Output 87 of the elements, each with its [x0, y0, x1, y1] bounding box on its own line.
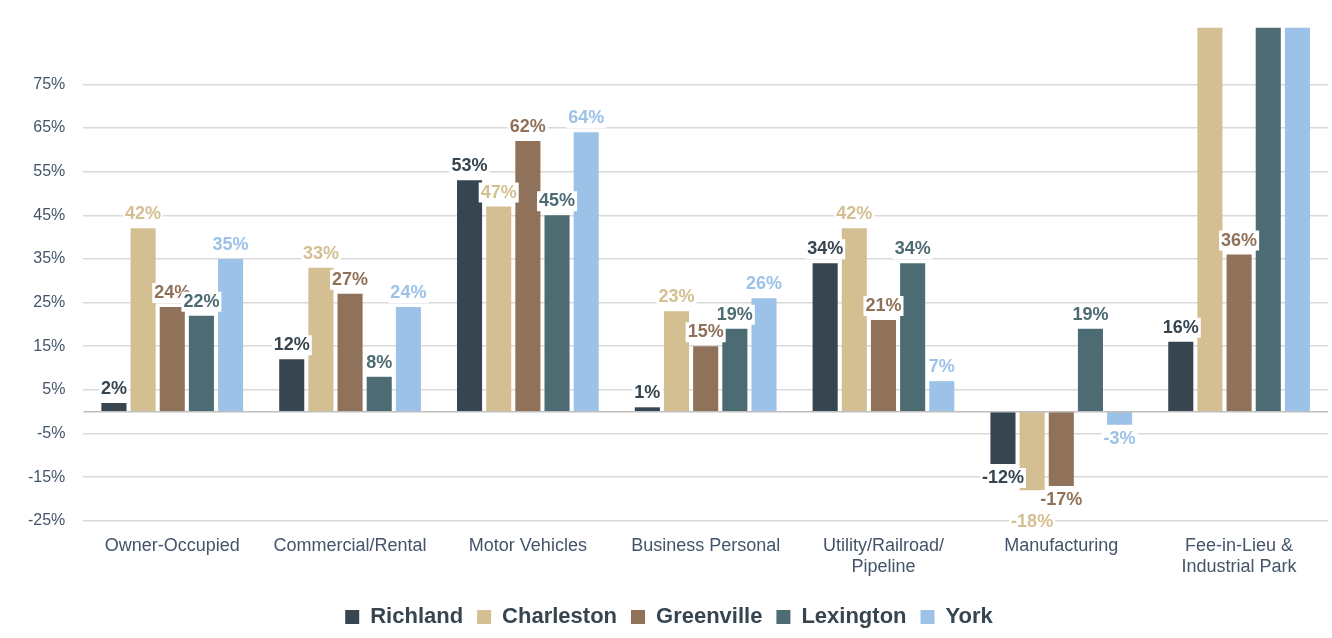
x-tick-label: Fee-in-Lieu & Industrial Park	[1181, 534, 1298, 577]
bar	[130, 228, 156, 412]
bar	[663, 311, 690, 412]
y-tick-label: -25%	[27, 511, 66, 529]
bar	[188, 315, 214, 412]
bar	[544, 215, 570, 412]
data-label: 53%	[451, 155, 488, 176]
bar	[1284, 27, 1310, 412]
data-label: 47%	[480, 181, 517, 202]
data-label: 2%	[100, 377, 127, 398]
legend-label: Greenville	[656, 603, 763, 629]
bar	[1077, 328, 1103, 412]
x-tick-label: Manufacturing	[1004, 534, 1119, 555]
legend-label: Richland	[370, 603, 464, 629]
data-label: 8%	[366, 351, 393, 372]
data-label: 16%	[1162, 316, 1199, 337]
y-tick-label: 75%	[33, 74, 66, 92]
bar	[1255, 27, 1281, 412]
bar	[929, 381, 955, 412]
y-tick-label: 55%	[33, 162, 66, 180]
data-label: -17%	[1040, 488, 1083, 509]
data-label: 36%	[1221, 229, 1258, 250]
data-label: 42%	[836, 203, 873, 224]
y-tick-label: -5%	[36, 423, 66, 441]
x-tick-label: Motor Vehicles	[468, 534, 587, 555]
bar	[870, 320, 897, 412]
bar	[486, 206, 512, 412]
bar	[693, 346, 719, 412]
data-label: 19%	[716, 303, 753, 324]
bar	[751, 298, 777, 412]
bar	[515, 141, 541, 412]
y-tick-label: 5%	[42, 380, 66, 398]
x-tick-label: Commercial/Rental	[273, 534, 427, 555]
y-tick-label: 25%	[33, 292, 66, 310]
data-label: 27%	[332, 268, 369, 289]
bar	[159, 306, 185, 412]
bar	[812, 263, 838, 412]
bar	[395, 306, 421, 412]
x-tick-label: Business Personal	[631, 534, 781, 555]
y-tick-label: 35%	[33, 249, 66, 267]
data-label: 19%	[1072, 303, 1109, 324]
y-tick-label: 65%	[33, 118, 66, 136]
legend-label: Lexington	[801, 603, 907, 629]
bar	[841, 228, 867, 412]
x-tick-label: Owner-Occupied	[104, 534, 240, 555]
bar	[1168, 341, 1194, 412]
data-label: 12%	[273, 334, 310, 355]
x-tick-label: Utility/Railroad/Pipeline	[822, 534, 945, 577]
data-label: 7%	[928, 356, 955, 377]
bar	[366, 376, 392, 412]
bar	[308, 267, 334, 412]
bar	[1226, 254, 1252, 412]
data-label: 21%	[865, 295, 902, 315]
data-label: 26%	[745, 273, 783, 294]
bar	[990, 411, 1016, 465]
data-label: -3%	[1103, 427, 1136, 448]
bar	[1107, 411, 1133, 425]
data-label: -12%	[981, 467, 1024, 488]
bar	[573, 132, 599, 412]
y-tick-label: -15%	[27, 467, 66, 485]
bar	[722, 328, 748, 412]
bar	[1197, 27, 1223, 412]
legend-label: York	[945, 603, 994, 629]
data-label: 34%	[807, 238, 844, 259]
data-label: 34%	[894, 238, 931, 259]
bar	[337, 293, 363, 412]
data-label: 24%	[390, 281, 427, 302]
data-label: 42%	[125, 203, 162, 224]
y-tick-label: 15%	[33, 336, 66, 354]
data-label: 33%	[302, 242, 339, 263]
data-label: 1%	[634, 382, 661, 403]
bar	[1048, 411, 1074, 486]
data-label: 23%	[658, 286, 695, 307]
bar	[279, 359, 305, 412]
data-label: 64%	[568, 107, 605, 128]
bar	[900, 263, 926, 412]
data-label: 45%	[539, 190, 576, 211]
bar	[634, 407, 660, 412]
bar	[457, 180, 483, 412]
data-label: -18%	[1011, 511, 1054, 532]
bar	[218, 258, 244, 412]
data-label: 35%	[212, 233, 249, 254]
data-label: 15%	[687, 321, 724, 342]
y-tick-label: 45%	[33, 205, 66, 223]
legend-label: Charleston	[502, 603, 618, 629]
data-label: 62%	[509, 116, 546, 137]
bar	[101, 402, 127, 412]
